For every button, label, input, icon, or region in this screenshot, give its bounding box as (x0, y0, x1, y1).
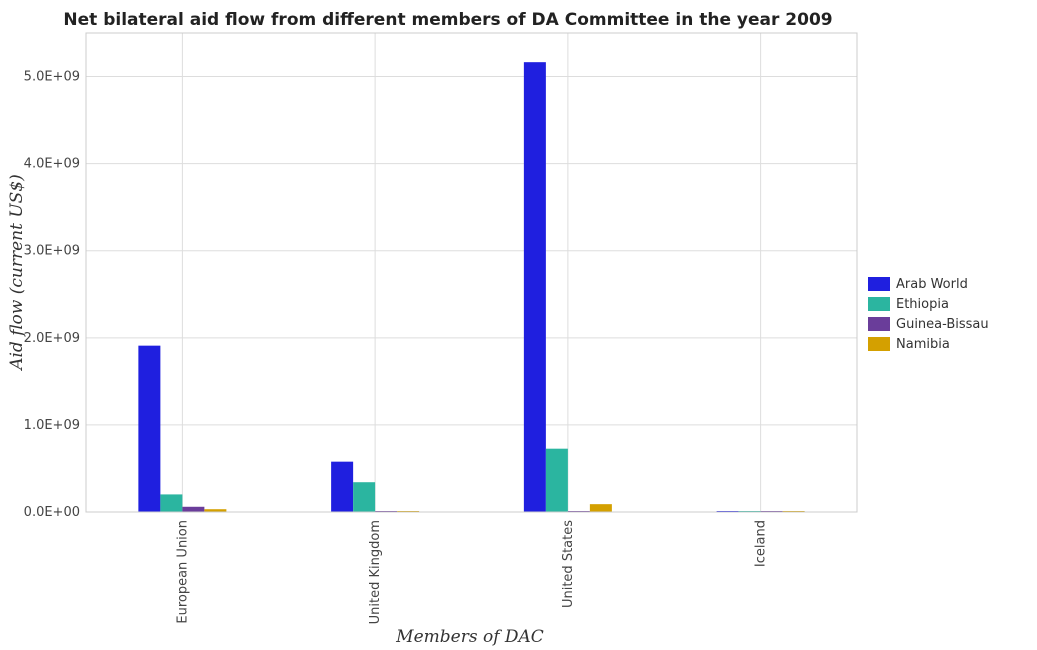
legend-entry: Guinea-Bissau (896, 317, 989, 332)
bar (138, 345, 161, 512)
chart-title: Net bilateral aid flow from different me… (63, 10, 832, 30)
bar (204, 509, 227, 512)
y-tick-label: 3.0E+09 (24, 244, 80, 259)
y-ticks: 0.0E+00 1.0E+09 2.0E+09 3.0E+09 4.0E+09 5.0E+… (24, 70, 80, 520)
y-tick-label: 4.0E+09 (24, 157, 80, 172)
bar (331, 461, 354, 512)
y-tick-label: 0.0E+00 (24, 505, 80, 520)
y-tick-label: 1.0E+09 (24, 418, 80, 433)
x-tick-label: European Union (175, 520, 190, 624)
legend-swatch (868, 297, 890, 311)
x-tick-label: Iceland (754, 520, 769, 567)
x-tick-label: United Kingdom (368, 520, 383, 624)
x-ticks: European Union United Kingdom United State… (175, 520, 768, 625)
bar (523, 62, 546, 513)
grid (86, 33, 857, 513)
legend-swatch (868, 337, 890, 351)
bars (138, 62, 805, 513)
bar (545, 448, 568, 512)
bar (160, 494, 183, 512)
x-axis-label: Members of DAC (395, 627, 544, 647)
legend-swatch (868, 277, 890, 291)
bar (182, 506, 205, 512)
bar (589, 504, 612, 512)
legend-swatch (868, 317, 890, 331)
plot-frame (85, 32, 858, 513)
legend-entry: Arab World (896, 277, 968, 292)
y-tick-label: 2.0E+09 (24, 331, 80, 346)
y-tick-label: 5.0E+09 (24, 70, 80, 85)
legend: Arab World Ethiopia Guinea-Bissau Namibia (868, 277, 989, 352)
y-axis-label: Aid flow (current US$) (7, 174, 27, 372)
legend-entry: Ethiopia (896, 297, 949, 312)
x-tick-label: United States (561, 520, 576, 608)
bar (353, 482, 376, 512)
legend-entry: Namibia (896, 337, 950, 352)
